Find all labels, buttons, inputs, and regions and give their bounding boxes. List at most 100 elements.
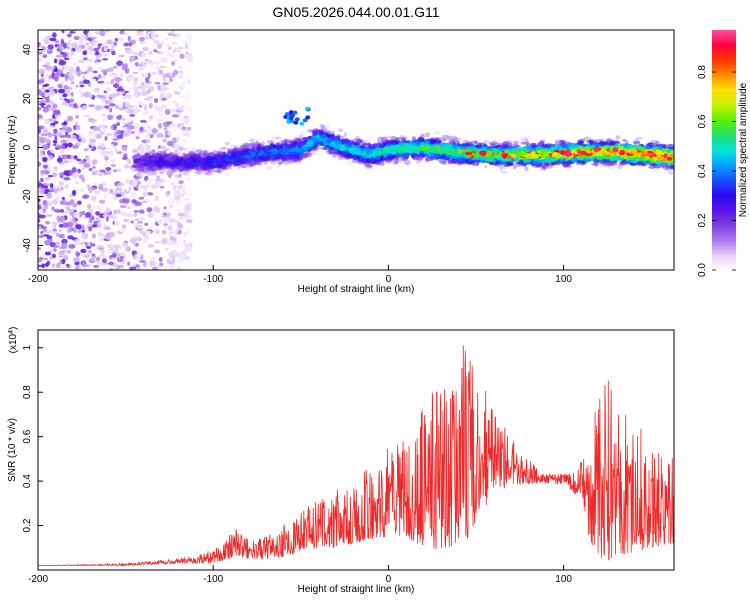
spectrogram-noise-blob <box>137 64 144 67</box>
spectrogram-noise-blob <box>116 134 124 139</box>
spectrogram-noise-blob <box>127 35 131 42</box>
spectrogram-noise-blob <box>73 125 77 130</box>
spectrogram-ridge-blob <box>484 165 488 169</box>
spectrogram-noise-blob <box>109 93 118 99</box>
spectrogram-noise-blob <box>50 183 54 189</box>
spectrogram-ridge-blob <box>432 130 441 135</box>
spectrogram-noise-blob <box>88 219 93 224</box>
spectrogram-noise-blob <box>77 168 81 174</box>
spectrogram-noise-blob <box>58 132 63 137</box>
spectrogram-noise-blob <box>66 91 71 96</box>
spectrogram-noise-blob <box>177 229 182 235</box>
spectrogram-noise-blob <box>81 167 86 171</box>
spectrogram-noise-blob <box>98 222 103 226</box>
spectrogram-noise-blob <box>48 249 53 253</box>
spectrogram-noise-blob <box>75 266 79 270</box>
spectrogram-noise-blob <box>158 51 164 55</box>
spectrogram-noise-blob <box>182 126 186 131</box>
spectrogram-noise-blob <box>107 53 111 59</box>
spectrogram-noise-blob <box>131 51 138 55</box>
spectrogram-noise-blob <box>80 33 86 40</box>
spectrogram-noise-blob <box>105 216 109 222</box>
spectrogram-noise-blob <box>38 218 41 223</box>
spectrogram-noise-blob <box>51 172 58 178</box>
spectrogram-noise-blob <box>155 70 160 75</box>
spectrogram-noise-blob <box>174 91 181 96</box>
spectrogram-noise-blob <box>127 88 132 93</box>
spectrogram-side-blob <box>293 120 299 125</box>
spectrogram-noise-blob <box>55 232 60 236</box>
spectrogram-noise-blob <box>141 110 149 116</box>
spectrogram-noise-blob <box>153 60 160 65</box>
spectrogram-ridge-blob <box>394 158 399 164</box>
spectrogram-ridge-blob <box>179 145 185 149</box>
spectrogram-noise-blob <box>103 53 108 57</box>
spectrogram-noise-blob <box>183 115 189 119</box>
spectrogram-noise-blob <box>127 123 131 127</box>
spectrogram-noise-blob <box>60 209 64 213</box>
spectrogram-noise-blob <box>133 77 138 82</box>
spectrogram-noise-blob <box>129 56 136 61</box>
spectrogram-noise-blob <box>149 260 153 267</box>
spectrogram-noise-blob <box>53 248 57 252</box>
spectrogram-noise-blob <box>53 128 58 134</box>
spectrogram-noise-blob <box>115 187 120 192</box>
spectrogram-noise-blob <box>160 239 168 245</box>
spectrogram-noise-blob <box>46 77 53 81</box>
spectrogram-noise-blob <box>89 36 97 40</box>
spectrogram-noise-blob <box>151 128 158 134</box>
spectrogram-noise-blob <box>77 229 81 234</box>
spectrogram-noise-blob <box>116 168 122 173</box>
spectrogram-noise-blob <box>81 236 89 239</box>
spectrogram-noise-blob <box>104 105 110 109</box>
spectrogram-noise-blob <box>168 204 174 208</box>
spectrogram-ridge-blob <box>400 135 404 139</box>
spectrogram-ridge-blob <box>512 140 520 144</box>
spectrogram-noise-blob <box>72 202 78 208</box>
spectrogram-noise-blob <box>163 37 169 41</box>
spectrogram-noise-blob <box>147 192 154 196</box>
spectrogram-noise-blob <box>122 202 127 207</box>
spectrogram-noise-blob <box>56 51 61 55</box>
spectrogram-noise-blob <box>132 238 140 242</box>
spectrogram-noise-blob <box>78 59 86 63</box>
spectrogram-noise-blob <box>48 107 53 111</box>
spectrogram-noise-blob <box>101 152 108 157</box>
spectrogram-noise-blob <box>65 42 72 47</box>
spectrogram-noise-blob <box>38 247 42 251</box>
spectrogram-ridge-blob <box>500 170 507 174</box>
spectrogram-noise-blob <box>167 238 171 242</box>
spectrogram-noise-blob <box>154 249 161 254</box>
spectrogram-noise-blob <box>65 139 71 142</box>
spectrogram-noise-blob <box>181 82 186 85</box>
spectrogram-noise-blob <box>138 253 142 256</box>
spectrogram-noise-blob <box>38 234 44 239</box>
spectrogram-noise-blob <box>75 181 79 185</box>
spectrogram-noise-blob <box>42 54 48 59</box>
spectrogram-noise-blob <box>166 121 173 125</box>
spectrogram-noise-blob <box>136 225 144 230</box>
spectrogram-noise-blob <box>99 67 103 71</box>
spectrogram-noise-blob <box>58 250 66 256</box>
spectrogram-noise-blob <box>186 259 191 264</box>
spectrogram-ridge-blob <box>324 124 331 130</box>
spectrogram-noise-blob <box>164 180 170 184</box>
spectrogram-noise-blob <box>114 148 118 153</box>
spectrogram-noise-blob <box>107 66 114 73</box>
figure-title: GN05.2026.044.00.01.G11 <box>272 4 439 20</box>
spectrogram-noise-blob <box>112 215 117 220</box>
spectrogram-noise-blob <box>78 40 85 46</box>
spectrogram-noise-blob <box>71 167 77 173</box>
spectrogram-noise-blob <box>38 128 41 134</box>
spectrogram-noise-blob <box>131 143 137 148</box>
spectrogram-noise-blob <box>56 157 63 163</box>
spectrogram-noise-blob <box>158 257 163 262</box>
spectrogram-noise-blob <box>85 44 89 49</box>
spectrogram-noise-blob <box>164 265 167 270</box>
spectrogram-noise-blob <box>162 73 168 79</box>
spectrogram-noise-blob <box>69 134 77 140</box>
spectrogram-noise-blob <box>162 138 168 143</box>
spectrogram-noise-blob <box>65 263 70 267</box>
spectrogram-noise-blob <box>95 31 101 34</box>
spectrogram-noise-blob <box>68 75 74 82</box>
